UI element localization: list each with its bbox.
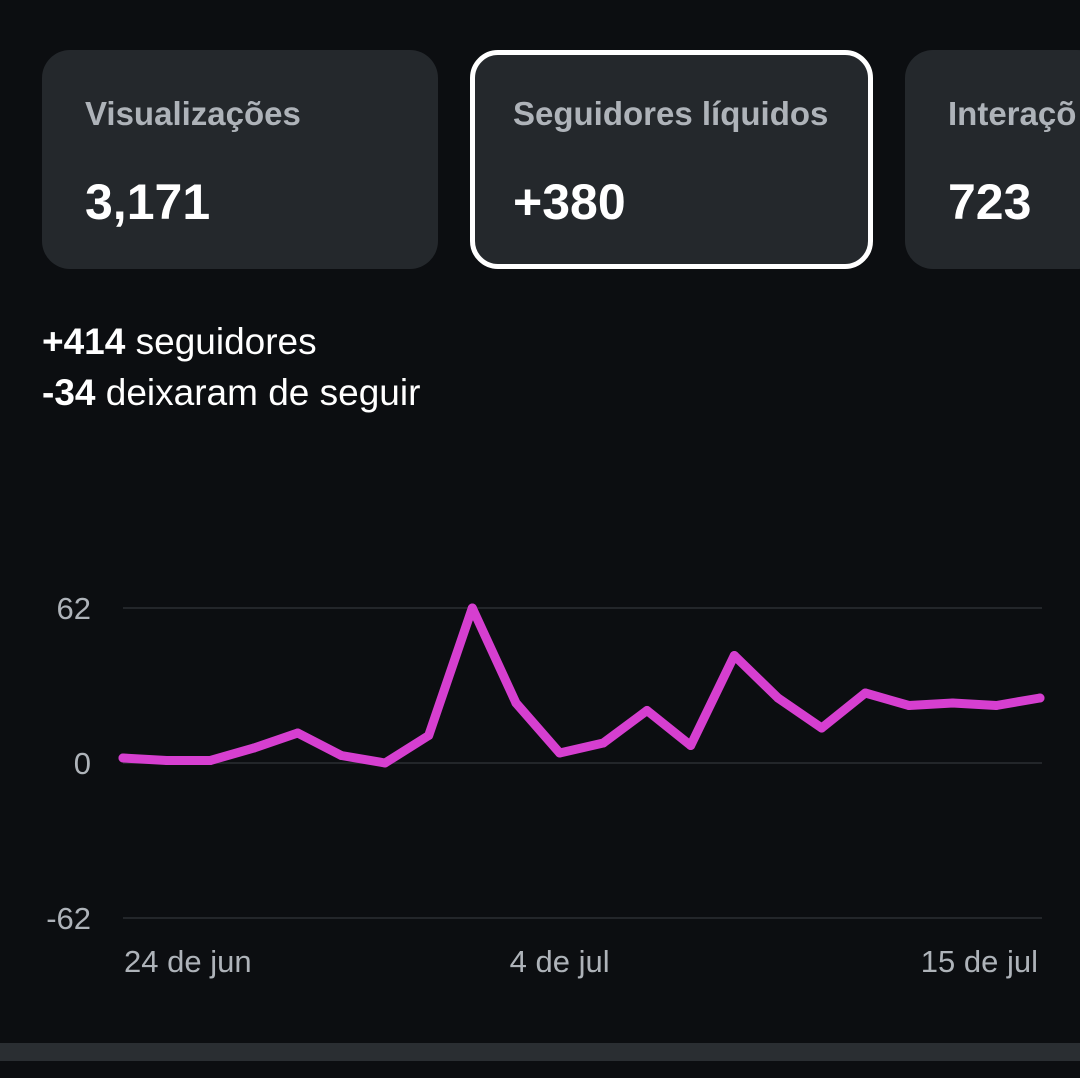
unfollowers-line: -34 deixaram de seguir <box>42 367 420 418</box>
data-point <box>162 756 172 765</box>
x-tick-label: 4 de jul <box>510 944 610 979</box>
metric-card-value: 723 <box>948 174 1032 230</box>
y-tick-label: 62 <box>57 591 91 626</box>
data-point <box>948 698 958 708</box>
new-followers-line: +414 seguidores <box>42 316 420 367</box>
metric-card-label: Visualizações <box>85 95 301 132</box>
data-point <box>817 723 827 733</box>
data-point <box>555 748 565 758</box>
data-point <box>1035 693 1045 703</box>
data-point <box>293 728 303 738</box>
metric-card-label: Seguidores líquidos <box>513 95 829 132</box>
metric-card-value: +380 <box>513 174 626 230</box>
data-point <box>467 603 477 613</box>
data-point <box>336 751 346 760</box>
data-point <box>729 651 739 660</box>
metric-card-value: 3,171 <box>85 174 211 230</box>
x-tick-label: 24 de jun <box>124 944 252 979</box>
data-point <box>424 731 434 740</box>
new-followers-text: seguidores <box>125 321 317 362</box>
bottom-divider <box>0 1043 1080 1061</box>
data-point <box>686 741 696 750</box>
data-point <box>380 758 390 768</box>
unfollowers-count: -34 <box>42 372 96 413</box>
data-point <box>773 693 783 703</box>
metric-card-views[interactable]: Visualizações 3,171 <box>42 50 438 269</box>
x-tick-label: 15 de jul <box>921 944 1038 979</box>
series-line <box>118 603 1045 768</box>
data-point <box>205 756 215 765</box>
data-point <box>642 706 652 715</box>
data-point <box>118 753 128 763</box>
y-tick-label: -62 <box>46 901 91 936</box>
data-point <box>511 698 521 708</box>
metric-card-interactions[interactable]: Interaçõ 723 <box>905 50 1080 269</box>
metric-card-label: Interaçõ <box>948 95 1077 132</box>
metric-card-net-followers[interactable]: Seguidores líquidos +380 <box>470 50 873 269</box>
follower-summary: +414 seguidores -34 deixaram de seguir <box>42 316 420 418</box>
data-point <box>249 743 259 753</box>
y-tick-label: 0 <box>74 746 91 781</box>
data-point <box>598 738 608 748</box>
new-followers-count: +414 <box>42 321 126 362</box>
data-point <box>904 701 914 710</box>
data-point <box>860 688 870 698</box>
unfollowers-text: deixaram de seguir <box>95 372 421 413</box>
data-point <box>991 701 1001 710</box>
net-followers-line-chart: 62 0 -62 24 de jun 4 de jul 15 de jul <box>46 591 1045 979</box>
